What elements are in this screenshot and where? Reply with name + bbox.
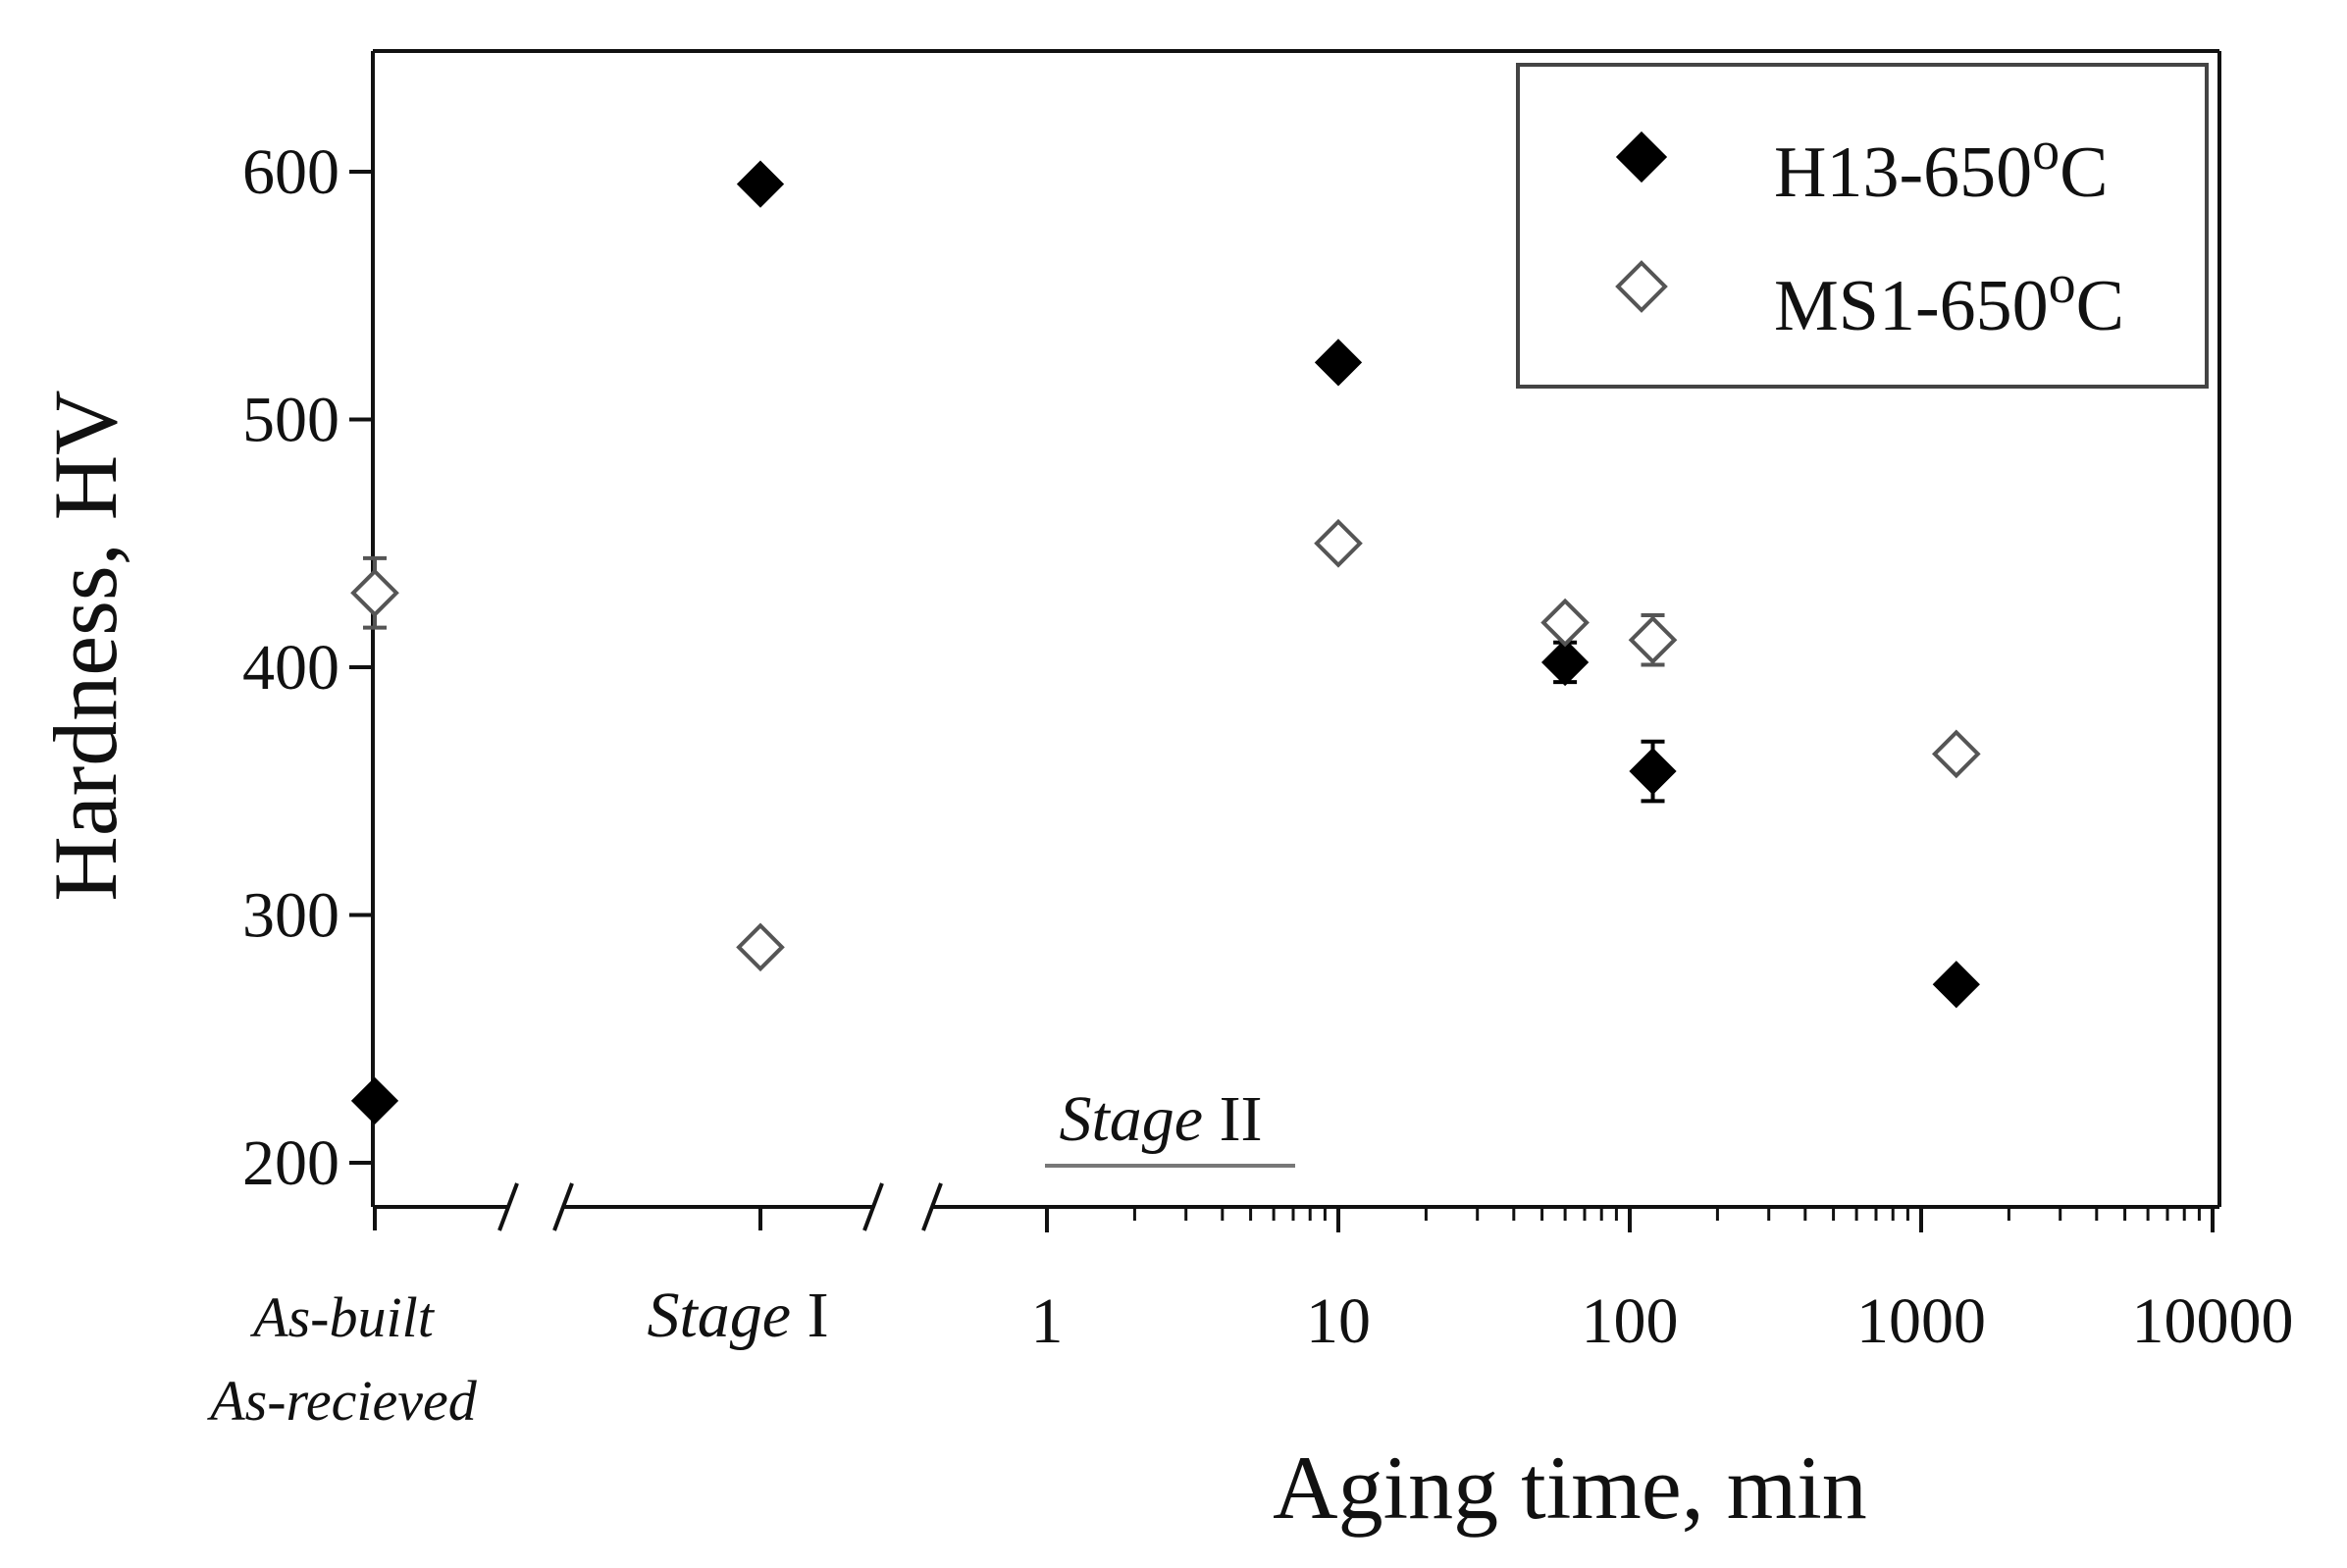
legend: H13-650oC MS1-650oC [1516, 63, 2209, 389]
axis-break-mark-4 [921, 1182, 943, 1231]
legend-ms1-text: MS1-650 [1774, 266, 2049, 346]
h13-data-point [1540, 638, 1590, 687]
legend-ms1-tail: C [2076, 266, 2124, 346]
axis-break-mark-1 [497, 1182, 519, 1231]
h13-data-point [1629, 747, 1677, 796]
h13-data-point [736, 160, 785, 208]
legend-h13-tail: C [2060, 132, 2108, 213]
y-tick-label: 200 [242, 1127, 339, 1199]
y-tick-label: 600 [242, 136, 339, 208]
h13-data-point [1314, 339, 1363, 387]
stage-2-annotation-roman: II [1203, 1083, 1262, 1155]
ms1-data-point [736, 922, 785, 972]
stage-1-label-roman: I [791, 1280, 828, 1351]
y-tick-label: 400 [242, 632, 339, 704]
axis-break-mark-2 [552, 1182, 574, 1231]
x-tick-label: 10000 [2132, 1285, 2294, 1357]
data-points [350, 160, 1981, 1125]
legend-h13-label: H13-650oC [1774, 121, 2108, 213]
legend-h13-sup: o [2032, 121, 2060, 182]
legend-h13-text: H13-650 [1774, 132, 2032, 213]
axis-breaks [497, 1182, 943, 1231]
stage-1-label-italic: Stage [647, 1280, 791, 1351]
stage-2-annotation-italic: Stage [1059, 1083, 1203, 1155]
y-tick-label: 300 [242, 880, 339, 952]
ms1-data-point [350, 568, 399, 618]
stage-1-label: Stage I [647, 1280, 828, 1351]
ms1-data-point [1628, 615, 1678, 665]
legend-ms1-sup: o [2049, 254, 2076, 315]
legend-h13-marker [1615, 131, 1668, 183]
y-axis-label: Hardness, HV [35, 390, 135, 901]
legend-ms1-label: MS1-650oC [1774, 254, 2124, 346]
x-axis-label: Aging time, min [1273, 1437, 1867, 1538]
ms1-data-point [1540, 598, 1590, 648]
legend-ms1-marker [1615, 260, 1668, 313]
x-axis: 1 10 100 1000 10000 [373, 1207, 2294, 1357]
ms1-data-point [1931, 729, 1981, 779]
legend-box [1516, 63, 2209, 389]
x-tick-label: 100 [1582, 1285, 1679, 1357]
y-tick-label: 500 [242, 385, 339, 456]
ms1-data-point [1314, 518, 1363, 568]
stage-2-annotation: Stage II [1059, 1083, 1262, 1155]
axis-break-mark-3 [862, 1182, 884, 1231]
x-tick-label: 1 [1031, 1285, 1064, 1357]
h13-data-point [350, 1076, 399, 1125]
y-axis: 200 300 400 500 600 [242, 136, 373, 1199]
h13-data-point [1932, 961, 1980, 1009]
as-built-label: As-built [249, 1285, 436, 1349]
as-received-label: As-recieved [206, 1369, 478, 1433]
x-tick-label: 10 [1306, 1285, 1371, 1357]
x-tick-label: 1000 [1856, 1285, 1986, 1357]
